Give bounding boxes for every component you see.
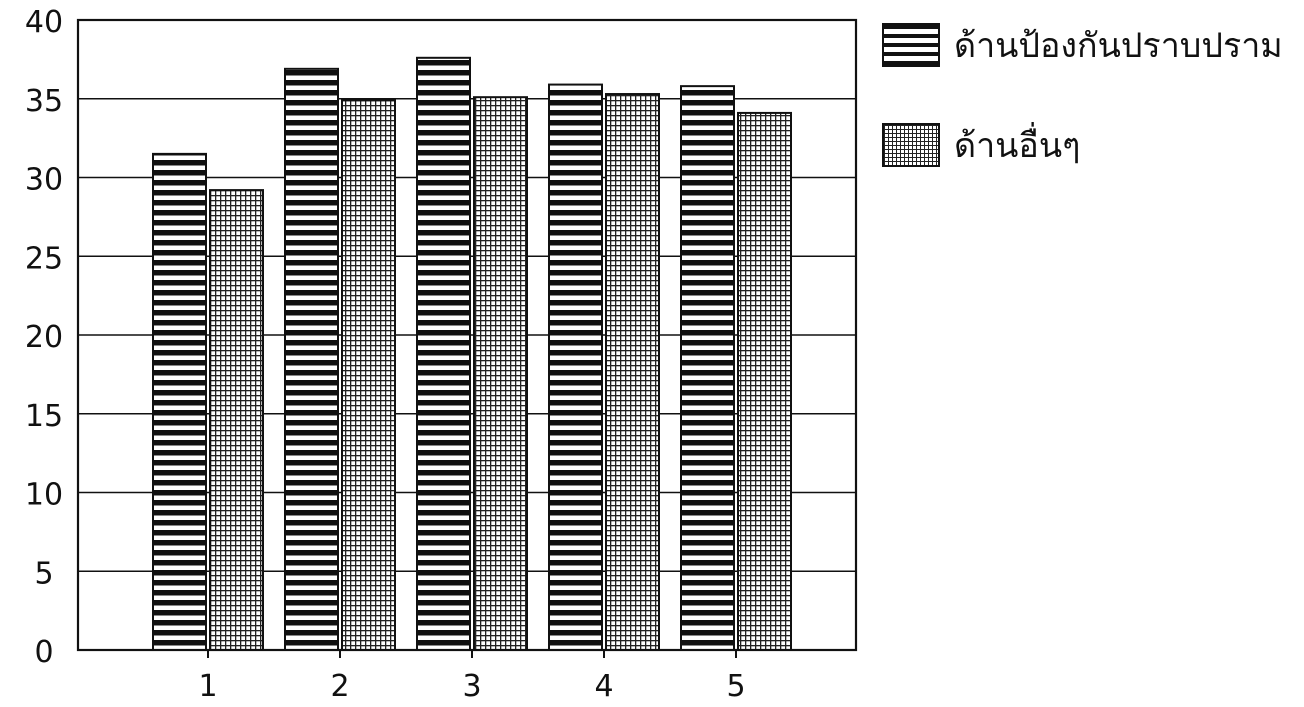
legend-swatch-stripes <box>882 23 940 67</box>
bar-other <box>737 111 792 652</box>
plot-frame <box>76 18 858 652</box>
y-tick-label: 5 <box>34 556 53 591</box>
x-tick-label: 3 <box>462 669 481 703</box>
bar-prevention <box>548 83 603 651</box>
y-tick-label: 10 <box>25 478 63 513</box>
x-tick-label: 5 <box>726 669 745 703</box>
y-tick-label: 30 <box>25 163 63 198</box>
legend-swatch-grid <box>882 123 940 167</box>
y-tick-label: 15 <box>25 399 63 434</box>
legend-label-other: ด้านอื่นๆ <box>954 126 1081 166</box>
x-tick-label: 4 <box>594 669 613 703</box>
y-axis-ticks: 0 5 10 15 20 25 30 35 40 <box>25 5 63 670</box>
bar-prevention <box>680 85 735 651</box>
x-tick-label: 2 <box>330 669 349 703</box>
bar-other <box>209 189 264 651</box>
bar-other <box>473 96 528 652</box>
bars <box>152 56 792 652</box>
y-tick-label: 40 <box>25 5 63 40</box>
y-tick-label: 35 <box>25 84 63 119</box>
bar-other <box>341 99 396 651</box>
legend-label-prevention: ด้านป้องกันปราบปราม <box>954 26 1283 66</box>
x-tick-label: 1 <box>198 669 217 703</box>
x-axis-ticks: 1 2 3 4 5 <box>198 650 746 704</box>
bar-prevention <box>152 152 207 651</box>
bar-prevention <box>416 56 471 652</box>
y-tick-label: 0 <box>34 635 53 670</box>
bar-prevention <box>284 67 339 651</box>
y-tick-label: 25 <box>25 241 63 276</box>
legend-item-prevention: ด้านป้องกันปราบปราม <box>882 18 1283 72</box>
bar-other <box>605 93 660 651</box>
plot-border <box>76 18 858 652</box>
y-tick-label: 20 <box>25 320 63 355</box>
legend-item-other: ด้านอื่นๆ <box>882 118 1080 172</box>
